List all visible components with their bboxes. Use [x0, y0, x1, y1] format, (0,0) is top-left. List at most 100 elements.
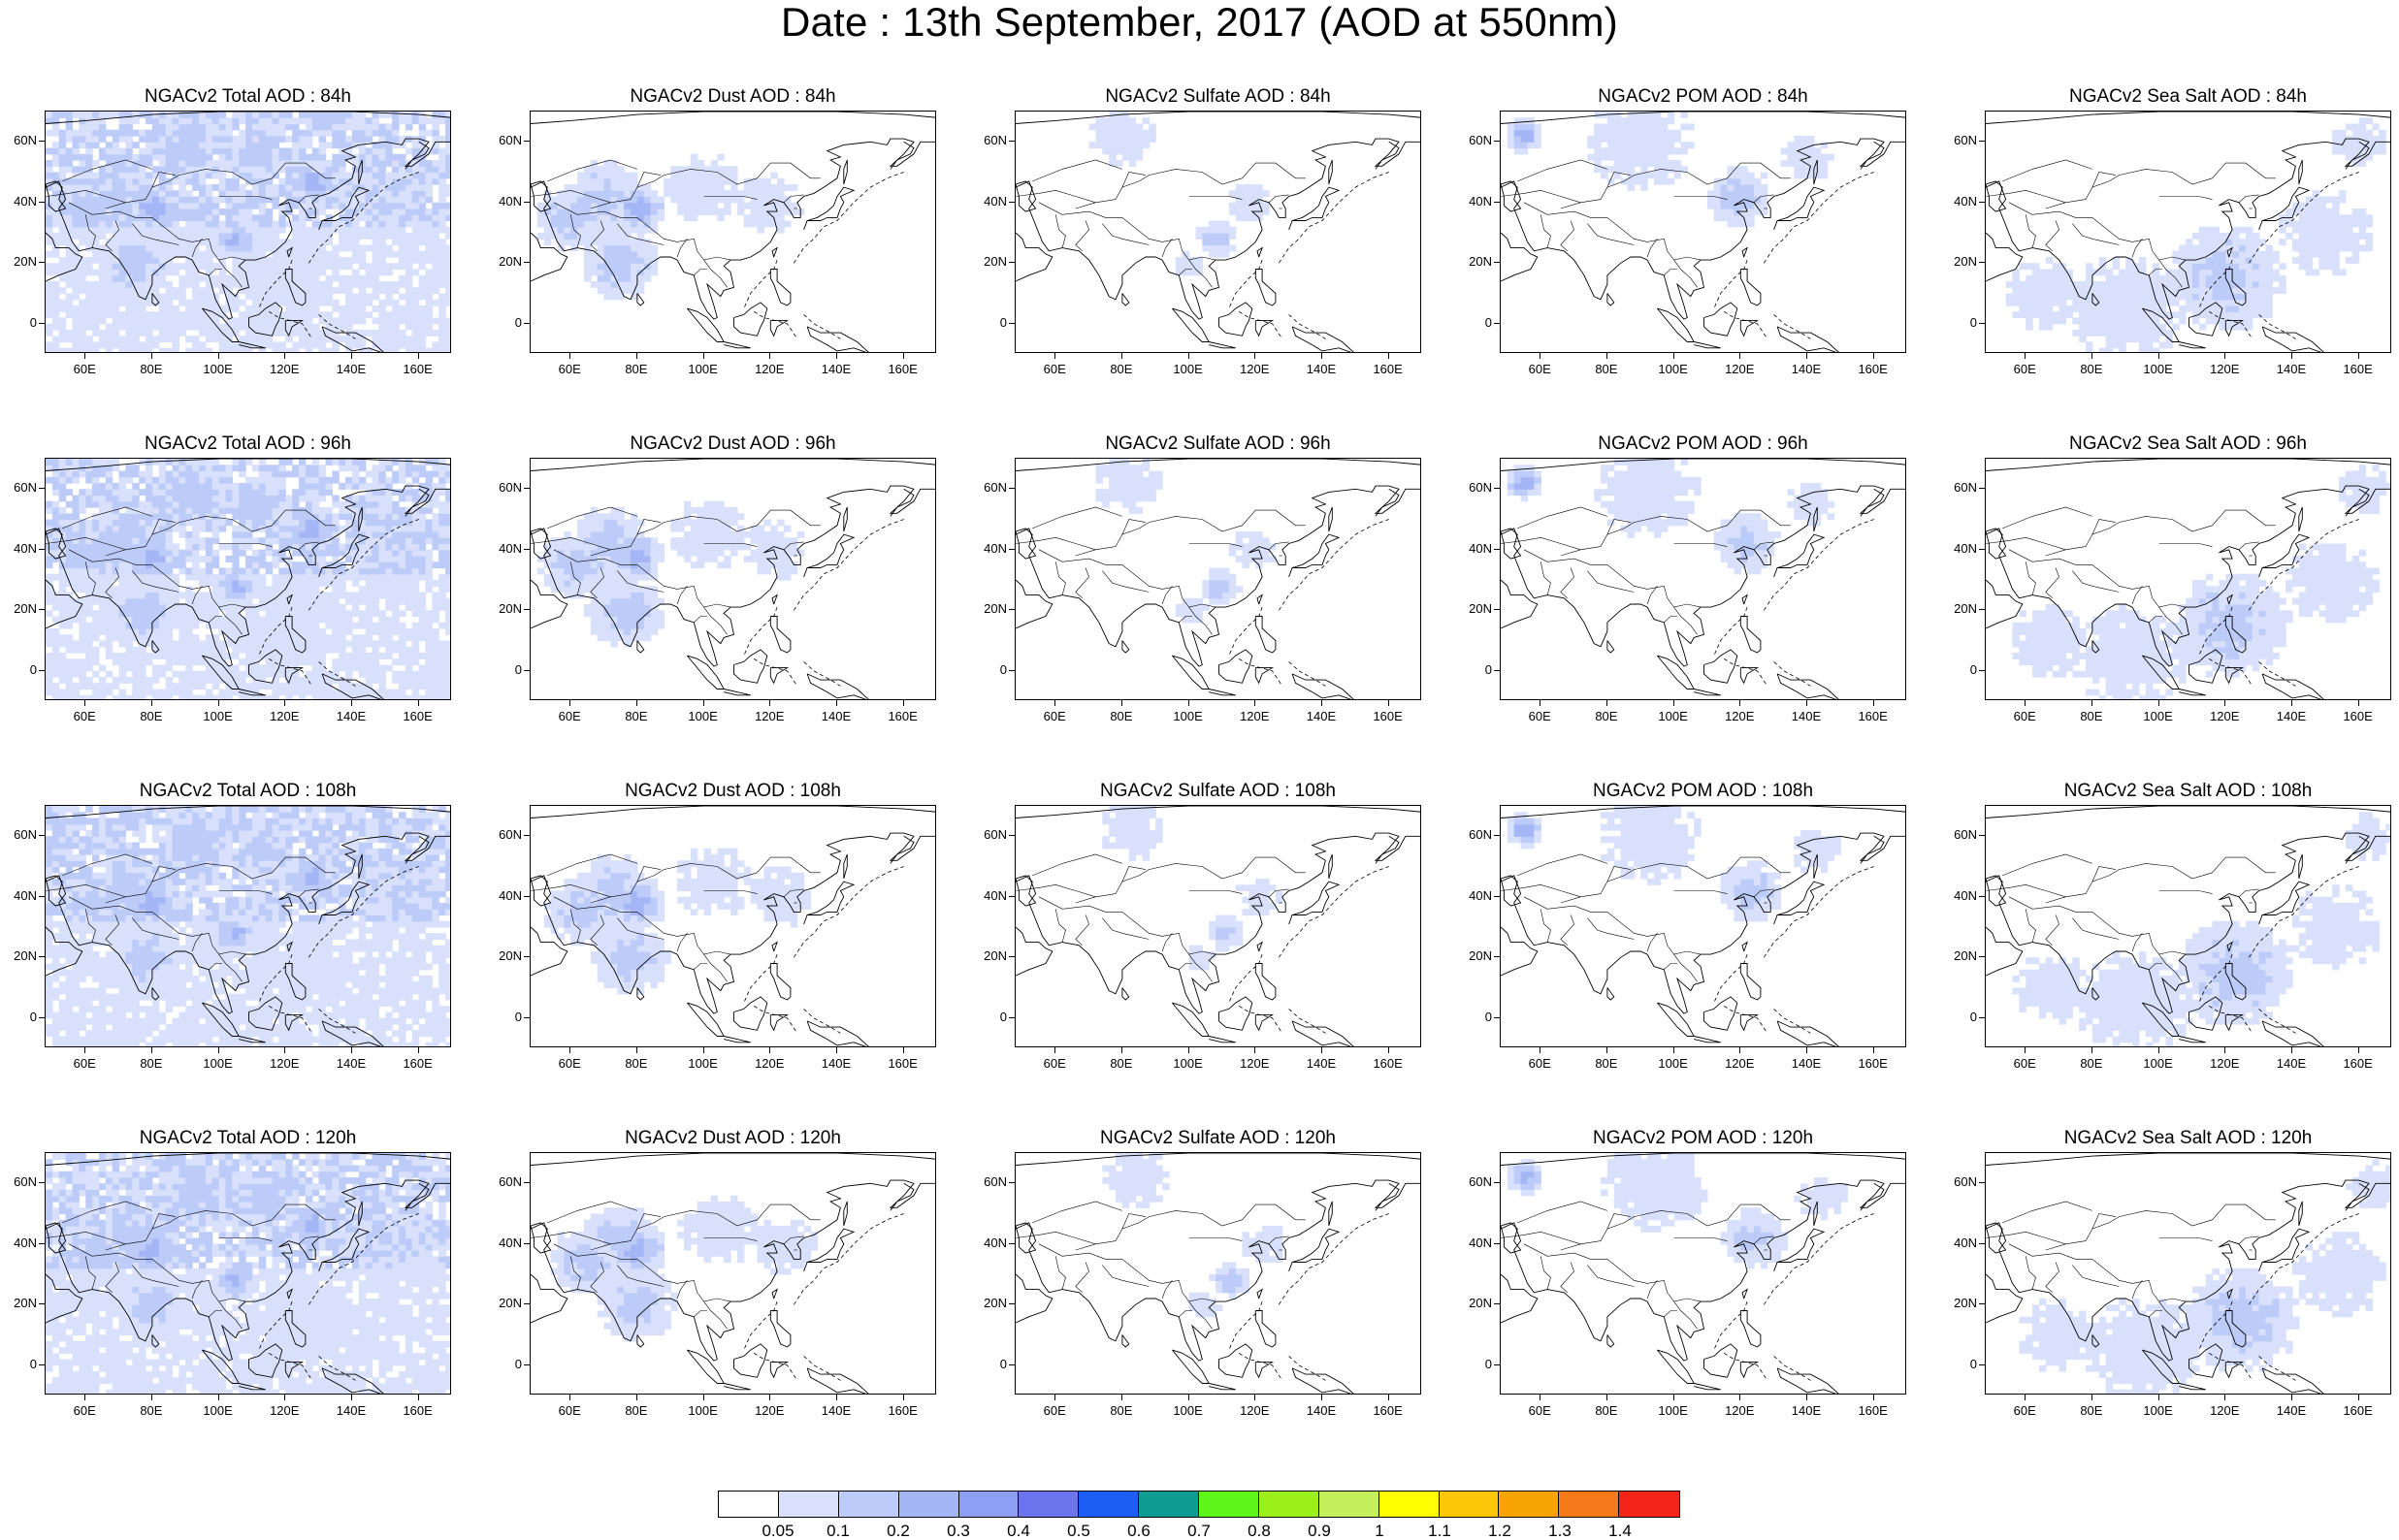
aod-cell [385, 250, 393, 258]
aod-cell [445, 123, 450, 131]
aod-cell [2232, 305, 2240, 312]
aod-cell [1653, 129, 1662, 137]
aod-cell [650, 250, 659, 258]
aod-cell [418, 190, 427, 198]
aod-cell [251, 166, 260, 174]
aod-cell [192, 489, 200, 497]
aod-cell [98, 293, 107, 301]
aod-cell [2045, 323, 2054, 331]
aod-cell [51, 694, 60, 699]
aod-cell [172, 683, 179, 690]
aod-cell [358, 233, 367, 240]
aod-cell [590, 263, 599, 271]
aod-cell [205, 567, 213, 575]
aod-cell [399, 233, 406, 240]
aod-cell [158, 592, 167, 599]
aod-cell [318, 147, 327, 155]
aod-cell [58, 323, 67, 331]
aod-cell [438, 202, 446, 209]
aod-cell [2012, 299, 2020, 306]
aod-cell [178, 646, 186, 654]
aod-cell [1740, 166, 1748, 174]
aod-cell [603, 220, 612, 228]
aod-cell [1513, 117, 1522, 125]
aod-cell [151, 500, 160, 508]
aod-cell [411, 336, 420, 343]
aod-cell [192, 293, 200, 301]
aod-cell [1660, 117, 1669, 125]
aod-cell [325, 129, 333, 137]
aod-cell [185, 153, 193, 161]
aod-cell [603, 190, 612, 198]
aod-cell [58, 549, 67, 557]
aod-cell [125, 244, 133, 252]
aod-cell [65, 531, 74, 538]
aod-cell [158, 177, 167, 185]
aod-cell [2232, 226, 2240, 234]
aod-cell [305, 317, 313, 325]
aod-cell [92, 123, 100, 131]
aod-cell [2205, 274, 2214, 282]
aod-cell [1660, 129, 1669, 137]
aod-cell [411, 177, 420, 185]
aod-cell [46, 653, 53, 659]
aod-cell [385, 311, 393, 319]
aod-cell [139, 347, 146, 352]
aod-cell [85, 640, 93, 648]
aod-cell [2345, 142, 2353, 149]
aod-cell [239, 347, 246, 352]
aod-cell [272, 190, 280, 198]
aod-cell [58, 525, 67, 532]
aod-cell [365, 147, 373, 155]
aod-cell [2158, 274, 2167, 282]
aod-cell [372, 269, 380, 276]
coastline [1288, 186, 1341, 231]
aod-cell [1520, 142, 1529, 149]
aod-cell [1760, 202, 1768, 209]
aod-cell [265, 142, 274, 149]
aod-cell [198, 683, 207, 690]
aod-cell [2212, 244, 2221, 252]
aod-cell [351, 226, 360, 234]
aod-cell [2152, 293, 2160, 301]
aod-cell [151, 287, 160, 295]
aod-cell [125, 293, 133, 301]
aod-cell [790, 202, 798, 209]
coastline [1741, 246, 1748, 258]
aod-cell [185, 694, 193, 699]
aod-cell [118, 269, 127, 276]
aod-cell [292, 142, 300, 149]
aod-cell [617, 257, 625, 264]
aod-cell [46, 129, 53, 137]
aod-cell [299, 257, 307, 264]
aod-cell [1667, 136, 1675, 143]
aod-cell [636, 239, 645, 246]
aod-cell [65, 513, 74, 521]
aod-cell [590, 226, 599, 234]
aod-cell [610, 226, 618, 234]
aod-cell [205, 465, 213, 472]
aod-cell [92, 330, 100, 337]
aod-cell [205, 117, 213, 125]
aod-cell [411, 209, 420, 215]
coastline [1016, 138, 1420, 320]
aod-cell [557, 202, 565, 209]
aod-cell [1135, 153, 1144, 161]
aod-cell [58, 586, 67, 594]
aod-cell [750, 202, 759, 209]
aod-cell [1760, 172, 1768, 179]
aod-cell [132, 549, 140, 557]
aod-cell [192, 694, 200, 699]
aod-cell [724, 196, 731, 204]
aod-cell [438, 250, 446, 258]
aod-cell [392, 196, 400, 204]
aod-cell [65, 519, 74, 527]
aod-cell [2205, 305, 2214, 312]
aod-cell [146, 500, 153, 508]
aod-cell [151, 274, 160, 282]
aod-cell [405, 281, 413, 288]
aod-cell [351, 172, 360, 179]
aod-cell [98, 220, 107, 228]
aod-cell [624, 226, 632, 234]
aod-cell [1647, 123, 1655, 131]
